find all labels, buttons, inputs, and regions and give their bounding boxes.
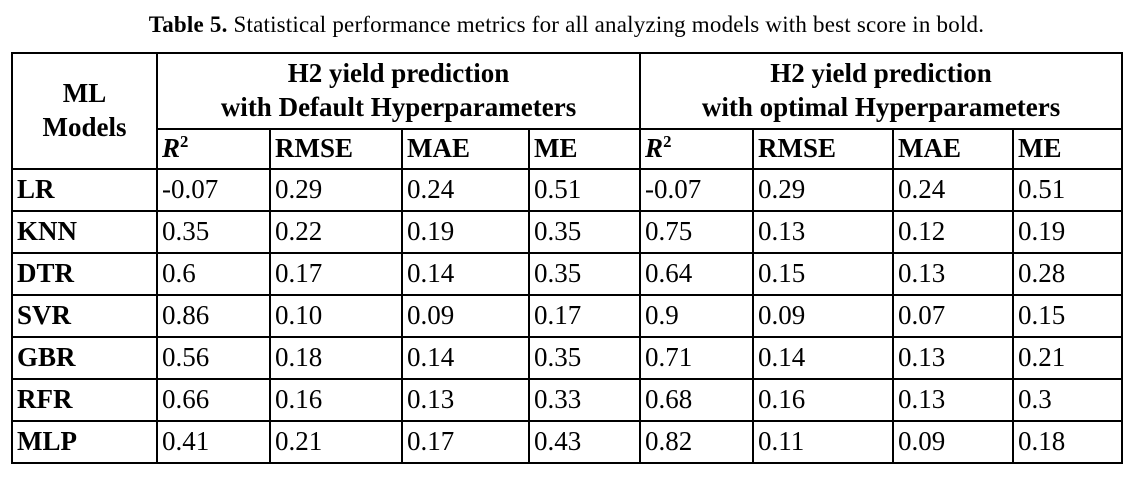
model-name-cell: SVR (11, 293, 158, 338)
table-caption-text: Statistical performance metrics for all … (233, 12, 985, 37)
metric-value-cell: 0.64 (639, 251, 755, 296)
metric-value-cell: 0.35 (527, 335, 642, 380)
metric-value-cell: 0.13 (752, 209, 895, 254)
metric-value-cell: 0.24 (401, 167, 530, 212)
metric-value-cell: 0.51 (1012, 167, 1124, 212)
metric-header-mae-default: MAE (401, 128, 530, 170)
metric-value-cell: 0.16 (752, 377, 895, 422)
metric-value-cell: 0.82 (639, 419, 755, 464)
corner-line1: ML (62, 78, 107, 109)
metric-value-cell: 0.35 (527, 251, 642, 296)
metric-header-me-default: ME (527, 128, 642, 170)
metric-value-cell: 0.14 (401, 335, 530, 380)
metric-value-cell: 0.29 (752, 167, 895, 212)
metric-value-cell: 0.43 (527, 419, 642, 464)
metric-value-cell: 0.12 (892, 209, 1015, 254)
metric-value-cell: 0.17 (401, 419, 530, 464)
metric-value-cell: 0.14 (401, 251, 530, 296)
metric-value-cell: 0.21 (269, 419, 403, 464)
group-header-default: H2 yield prediction with Default Hyperpa… (155, 52, 642, 130)
metric-value-cell: 0.18 (269, 335, 403, 380)
metric-value-cell: 0.09 (401, 293, 530, 338)
table-row-knn: KNN 0.35 0.22 0.19 0.35 0.75 0.13 0.12 0… (11, 209, 1124, 254)
metric-value-cell: 0.51 (527, 167, 642, 212)
table-row-gbr: GBR 0.56 0.18 0.14 0.35 0.71 0.14 0.13 0… (11, 335, 1124, 380)
group-optimal-line1: H2 yield prediction (770, 58, 992, 89)
group-header-row: ML Models H2 yield prediction with Defau… (11, 52, 1124, 170)
corner-line2: Models (42, 111, 127, 142)
metric-value-cell: 0.11 (752, 419, 895, 464)
metric-value-cell: 0.07 (892, 293, 1015, 338)
metric-value-cell: 0.28 (1012, 251, 1124, 296)
group-header-optimal: H2 yield prediction with optimal Hyperpa… (639, 52, 1124, 130)
metric-header-r2-optimal: R2 (639, 128, 755, 170)
metric-value-cell: 0.35 (156, 209, 271, 254)
table-caption-label: Table 5. (148, 12, 228, 37)
metric-value-cell: 0.15 (1012, 293, 1124, 338)
metric-value-cell: 0.71 (639, 335, 755, 380)
metric-header-rmse-optimal: RMSE (752, 128, 895, 170)
metric-value-cell: 0.09 (752, 293, 895, 338)
metric-value-cell: 0.10 (269, 293, 403, 338)
group-optimal-line2: with optimal Hyperparameters (701, 92, 1061, 122)
metric-value-cell: 0.13 (892, 335, 1015, 380)
metric-value-cell: 0.3 (1012, 377, 1124, 422)
metrics-table: ML Models H2 yield prediction with Defau… (11, 52, 1124, 464)
metric-value-cell: -0.07 (156, 167, 271, 212)
model-name-cell: DTR (11, 251, 158, 296)
model-name-cell: GBR (11, 335, 158, 380)
metric-value-cell: 0.21 (1012, 335, 1124, 380)
metric-value-cell: 0.66 (156, 377, 271, 422)
metric-value-cell: 0.19 (401, 209, 530, 254)
metric-value-cell: 0.41 (156, 419, 271, 464)
metric-value-cell: 0.13 (892, 377, 1015, 422)
model-name-cell: LR (11, 167, 158, 212)
table-row-svr: SVR 0.86 0.10 0.09 0.17 0.9 0.09 0.07 0.… (11, 293, 1124, 338)
metric-value-cell: 0.29 (269, 167, 403, 212)
page: Table 5. Statistical performance metrics… (0, 12, 1133, 503)
model-name-cell: MLP (11, 419, 158, 464)
metric-header-row: R2 RMSE MAE ME R2 RMSE MAE ME (12, 128, 1124, 170)
table-caption: Table 5. Statistical performance metrics… (0, 12, 1133, 38)
metric-value-cell: 0.17 (527, 293, 642, 338)
metric-header-me-optimal: ME (1012, 128, 1124, 170)
metric-value-cell: -0.07 (639, 167, 755, 212)
model-name-cell: KNN (11, 209, 158, 254)
table-row-lr: LR -0.07 0.29 0.24 0.51 -0.07 0.29 0.24 … (11, 167, 1124, 212)
metric-value-cell: 0.9 (639, 293, 755, 338)
metric-value-cell: 0.18 (1012, 419, 1124, 464)
metric-value-cell: 0.13 (892, 251, 1015, 296)
table-row-dtr: DTR 0.6 0.17 0.14 0.35 0.64 0.15 0.13 0.… (11, 251, 1124, 296)
group-default-line2: with Default Hyperparameters (220, 92, 577, 122)
metric-value-cell: 0.35 (527, 209, 642, 254)
metric-value-cell: 0.56 (156, 335, 271, 380)
corner-header-ml-models: ML Models (11, 52, 158, 170)
metric-value-cell: 0.6 (156, 251, 271, 296)
metric-value-cell: 0.75 (639, 209, 755, 254)
group-default-line1: H2 yield prediction (287, 58, 510, 89)
metric-value-cell: 0.19 (1012, 209, 1124, 254)
metric-value-cell: 0.68 (639, 377, 755, 422)
metric-header-r2-default: R2 (156, 128, 271, 170)
metric-header-mae-optimal: MAE (892, 128, 1015, 170)
table-row-mlp: MLP 0.41 0.21 0.17 0.43 0.82 0.11 0.09 0… (11, 419, 1124, 464)
metric-value-cell: 0.33 (527, 377, 642, 422)
metric-value-cell: 0.17 (269, 251, 403, 296)
metric-value-cell: 0.24 (892, 167, 1015, 212)
metric-value-cell: 0.22 (269, 209, 403, 254)
metric-value-cell: 0.13 (401, 377, 530, 422)
metric-value-cell: 0.16 (269, 377, 403, 422)
metric-value-cell: 0.09 (892, 419, 1015, 464)
metric-header-rmse-default: RMSE (269, 128, 403, 170)
metric-value-cell: 0.86 (156, 293, 271, 338)
metric-value-cell: 0.14 (752, 335, 895, 380)
metric-value-cell: 0.15 (752, 251, 895, 296)
model-name-cell: RFR (11, 377, 158, 422)
table-row-rfr: RFR 0.66 0.16 0.13 0.33 0.68 0.16 0.13 0… (11, 377, 1124, 422)
